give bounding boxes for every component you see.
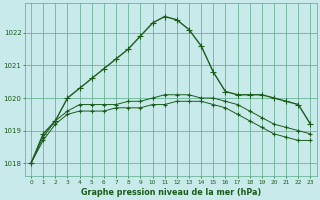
X-axis label: Graphe pression niveau de la mer (hPa): Graphe pression niveau de la mer (hPa)	[81, 188, 261, 197]
